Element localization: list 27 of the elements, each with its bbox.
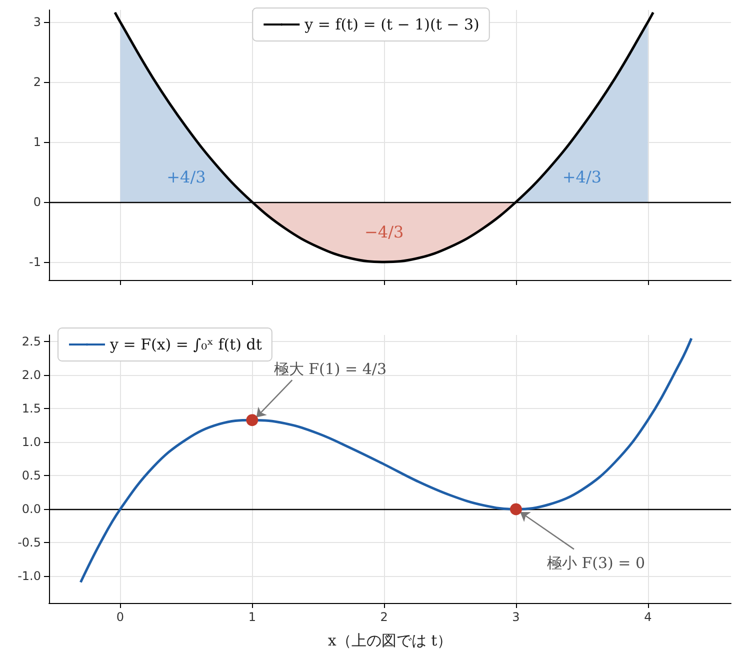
y-tick-label: -1.0 xyxy=(18,569,41,584)
x-tick-label: 3 xyxy=(512,610,520,624)
line-series xyxy=(79,337,693,584)
y-tick-label: -1 xyxy=(29,255,41,269)
y-tick-label: 0 xyxy=(33,195,41,209)
y-tick-label: -0.5 xyxy=(18,536,41,550)
x-tick-label: 0 xyxy=(116,610,124,624)
y-tick-label: 2.5 xyxy=(22,334,41,349)
y-tick-label: 1.0 xyxy=(22,435,41,450)
legend-label: y = F(x) = ∫₀ˣ f(t) dt xyxy=(109,336,262,354)
x-tick-label: 4 xyxy=(644,610,652,624)
x-axis-title: x（上の図では t） xyxy=(328,632,452,650)
x-tick-label: 1 xyxy=(248,610,256,624)
y-tick-label: 1.5 xyxy=(22,402,41,416)
annotation: −4/3 xyxy=(364,222,404,242)
annotation: 極大 F(1) = 4/3 xyxy=(274,360,386,378)
x-tick-label: 2 xyxy=(380,610,388,624)
legend-label: y = f(t) = (t − 1)(t − 3) xyxy=(304,16,480,34)
annotation: 極小 F(3) = 0 xyxy=(546,554,646,572)
y-tick-label: 3 xyxy=(33,15,41,29)
y-tick-label: 0.0 xyxy=(22,502,41,516)
y-tick-label: 1 xyxy=(33,135,41,149)
annotation: +4/3 xyxy=(562,168,602,186)
y-tick-label: 2 xyxy=(33,75,41,89)
y-tick-label: 2.0 xyxy=(22,368,41,382)
annotation: +4/3 xyxy=(166,168,206,186)
y-tick-label: 0.5 xyxy=(22,468,41,483)
